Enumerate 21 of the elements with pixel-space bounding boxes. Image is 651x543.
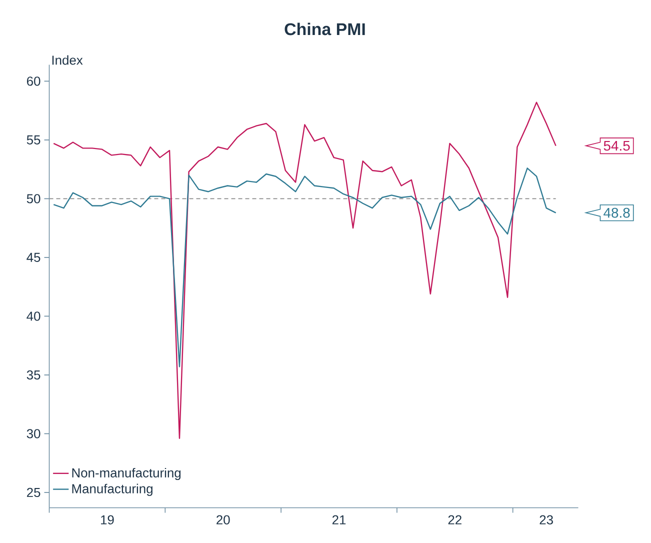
legend-label: Non-manufacturing [72, 468, 181, 480]
y-tick-label: 40 [26, 312, 40, 321]
y-tick-label: 30 [26, 429, 40, 438]
x-tick-label: 19 [100, 515, 114, 524]
x-tick-label: 21 [332, 515, 346, 524]
x-tick-label: 22 [448, 515, 462, 524]
y-tick-label: 50 [26, 194, 40, 204]
y-tick-label: 45 [26, 252, 40, 262]
x-tick-label: 23 [540, 515, 553, 524]
line-series [53, 168, 556, 368]
text: 48.8 [604, 208, 630, 218]
y-tick-label: 25 [26, 488, 40, 498]
y-axis-title: Index [52, 55, 83, 65]
x-tick-label: 20 [216, 515, 230, 524]
y-tick-label: 55 [26, 135, 40, 144]
text: 54.5 [604, 140, 630, 151]
chart-title: China PMI [284, 22, 365, 36]
y-tick-label: 60 [26, 76, 40, 86]
line-series [53, 102, 556, 439]
y-tick-label: 35 [26, 370, 40, 380]
legend-label: Manufacturing [72, 484, 152, 496]
